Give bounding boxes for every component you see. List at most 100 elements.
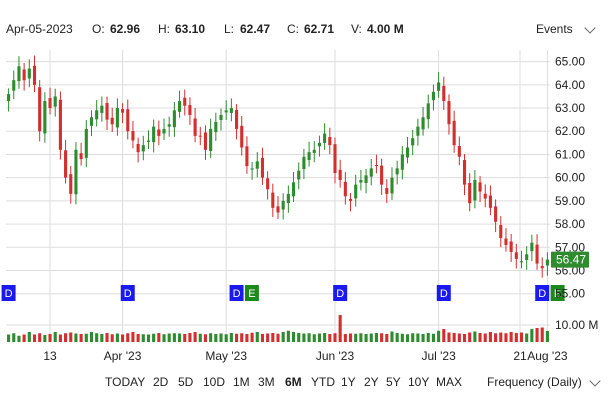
candle [390,167,394,201]
candle [442,76,446,111]
candle-body [291,182,296,197]
candles [7,55,549,278]
candle [400,146,404,180]
candle [131,121,135,149]
volume-bar [7,334,11,342]
candle-body [359,179,363,183]
event-marker-label: D [5,288,13,300]
volume-bar [58,334,62,342]
volume-bar [84,333,88,342]
range-1y[interactable]: 1Y [341,375,356,389]
event-marker-d: D [436,285,451,301]
candle [338,159,342,188]
volume-bar [380,333,384,342]
candle-body [535,244,539,264]
candle [468,173,472,212]
candle-body [136,143,140,153]
volume-bar [198,333,202,342]
candle-body [411,138,415,146]
candle [7,88,11,112]
candle [100,96,104,122]
candle [447,94,451,135]
candle [333,137,337,184]
candle [431,84,435,111]
candle-body [499,225,503,239]
candle [95,100,99,127]
candle [317,135,322,157]
range-10d[interactable]: 10D [203,375,226,389]
candle-body [540,266,544,269]
candle [437,72,441,98]
events-dropdown[interactable]: Events [536,22,573,36]
candle [348,193,353,212]
candle [354,174,358,207]
volume-bar [105,333,109,342]
range-1m[interactable]: 1M [233,375,250,389]
x-tick-label: Jun '23 [316,349,355,363]
range-3m[interactable]: 3M [258,375,275,389]
candle [535,234,539,270]
frequency-dropdown[interactable]: Frequency (Daily) [487,375,582,389]
volume-bar [354,333,358,342]
candle [89,110,94,137]
event-marker-box [244,285,259,301]
volume-bar [519,332,524,342]
event-marker-label: D [124,288,132,300]
candle-body [146,140,151,142]
candle-body [178,101,182,112]
volume-bar [17,335,21,342]
candle-body [12,80,16,91]
volume-bar [110,334,114,342]
volume-bar [219,333,223,342]
range-today[interactable]: TODAY [105,375,146,389]
range-5y[interactable]: 5Y [386,375,401,389]
volume-tick-label: 10.00 M [555,318,598,332]
volume-bar [95,333,99,342]
volume-bar [374,333,378,342]
volume-bar [395,333,399,342]
y-tick-label: 65.00 [555,55,585,69]
candle [32,55,37,92]
candle-body [328,136,332,146]
range-2y[interactable]: 2Y [364,375,379,389]
volume-bar [245,334,249,342]
volume-bar [74,333,78,342]
x-tick-label: 21 [513,349,527,363]
range-10y[interactable]: 10Y [408,375,430,389]
candle-body [48,98,52,109]
candle-body [374,165,378,167]
y-axis-labels: 65.00 64.00 63.00 62.00 61.00 60.00 59.00 58.00… [555,55,585,301]
candle-body [203,132,208,150]
candle [146,130,151,150]
candle-body [297,170,301,180]
range-ytd[interactable]: YTD [311,375,335,389]
volume-bar [250,332,254,342]
candle-body [369,168,373,177]
candle [483,184,487,208]
candle-body [276,206,280,213]
candle [64,139,68,184]
candle [121,103,125,124]
volume-bar [193,332,197,342]
candle [167,116,171,137]
candle [53,88,57,117]
range-6m[interactable]: 6M [285,375,302,389]
volume-bar [157,333,161,342]
volume-bar [483,333,487,342]
candle [12,70,16,99]
candle-body [152,126,156,143]
candle [545,252,549,276]
candle-body [385,188,389,194]
range-max[interactable]: MAX [436,375,463,389]
event-marker-box [436,285,451,301]
range-2d[interactable]: 2D [153,375,169,389]
candle [488,185,492,216]
volume-bar [240,333,244,342]
volume-bar [286,330,290,342]
volume-bar [214,334,218,342]
candle-body [395,168,399,175]
range-5d[interactable]: 5D [178,375,194,389]
candle-body [121,109,125,113]
